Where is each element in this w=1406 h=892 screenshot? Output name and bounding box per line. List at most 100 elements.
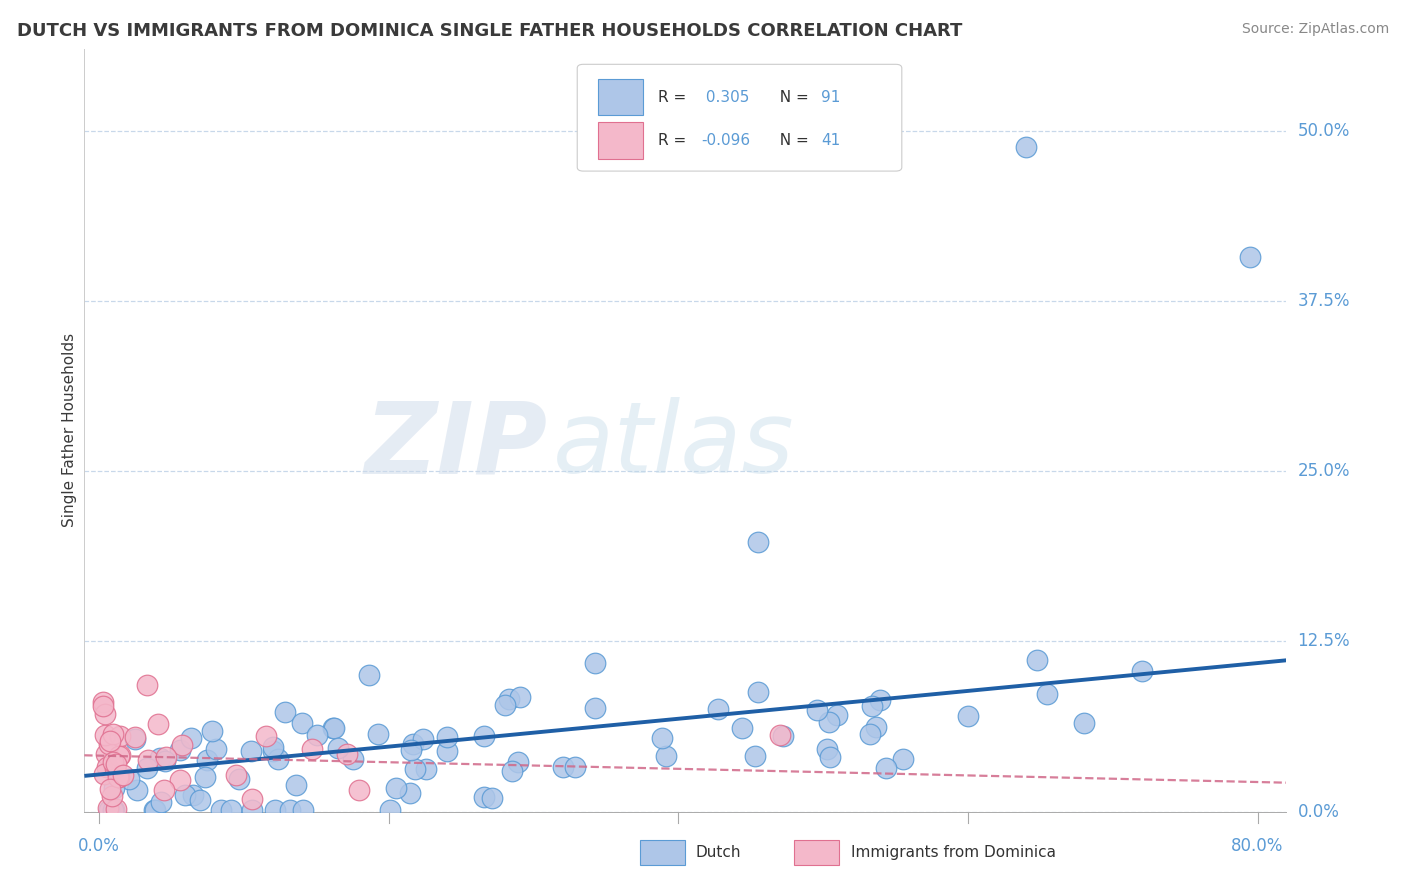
Point xyxy=(1026,653,1049,667)
Point xyxy=(747,685,769,699)
Point xyxy=(112,767,135,781)
Point xyxy=(107,770,129,784)
Point xyxy=(91,699,114,714)
Point xyxy=(323,721,346,735)
Point xyxy=(170,738,193,752)
Point xyxy=(1015,140,1038,154)
Text: DUTCH VS IMMIGRANTS FROM DOMINICA SINGLE FATHER HOUSEHOLDS CORRELATION CHART: DUTCH VS IMMIGRANTS FROM DOMINICA SINGLE… xyxy=(17,22,962,40)
Point xyxy=(240,792,263,806)
Point xyxy=(651,731,673,745)
Point xyxy=(100,789,122,804)
Point xyxy=(481,790,503,805)
Point xyxy=(153,754,176,768)
Point xyxy=(349,782,371,797)
Point xyxy=(436,744,458,758)
Text: 80.0%: 80.0% xyxy=(1232,837,1284,855)
Text: atlas: atlas xyxy=(553,397,794,494)
Text: 0.305: 0.305 xyxy=(702,89,749,104)
Point xyxy=(264,803,287,817)
Point xyxy=(336,747,359,761)
Point xyxy=(103,781,125,796)
Text: Immigrants from Dominica: Immigrants from Dominica xyxy=(851,846,1056,860)
Point xyxy=(380,803,402,817)
Point xyxy=(404,762,426,776)
Point xyxy=(96,747,118,761)
Point xyxy=(509,690,531,705)
Point xyxy=(267,752,290,766)
Point xyxy=(124,731,146,746)
Point xyxy=(96,760,118,774)
Point xyxy=(149,795,172,809)
Text: 25.0%: 25.0% xyxy=(1298,462,1350,480)
Point xyxy=(817,714,839,729)
Point xyxy=(97,803,120,817)
Point xyxy=(501,764,523,779)
Point xyxy=(860,699,883,714)
Point xyxy=(412,731,434,746)
Point xyxy=(108,729,131,743)
Point xyxy=(98,737,121,751)
Point xyxy=(291,716,314,731)
Point xyxy=(498,692,520,706)
Point xyxy=(149,751,172,765)
Point xyxy=(204,742,226,756)
Point xyxy=(143,803,166,817)
Point xyxy=(124,731,146,745)
Text: 50.0%: 50.0% xyxy=(1298,122,1350,140)
Point xyxy=(93,767,115,781)
Point xyxy=(194,770,217,784)
Point xyxy=(730,721,752,735)
Point xyxy=(399,743,422,757)
Point xyxy=(262,739,284,754)
Point xyxy=(103,727,125,741)
Point xyxy=(169,773,191,788)
Point xyxy=(103,761,125,775)
Text: R =: R = xyxy=(658,133,690,148)
Point xyxy=(183,788,205,802)
Point xyxy=(956,709,979,723)
Point xyxy=(1073,716,1095,731)
Point xyxy=(284,778,307,792)
Point xyxy=(402,737,425,751)
Point xyxy=(254,729,277,743)
Text: 37.5%: 37.5% xyxy=(1298,292,1350,310)
Text: 0.0%: 0.0% xyxy=(77,837,120,855)
Point xyxy=(707,701,730,715)
FancyBboxPatch shape xyxy=(578,64,901,171)
Point xyxy=(768,728,790,742)
FancyBboxPatch shape xyxy=(598,122,644,159)
Point xyxy=(209,803,232,817)
Point xyxy=(859,727,882,741)
Point xyxy=(153,783,176,797)
Point xyxy=(818,749,841,764)
Point xyxy=(136,761,159,775)
Point xyxy=(472,729,495,743)
Point xyxy=(103,762,125,776)
Point xyxy=(146,717,169,731)
Point xyxy=(342,752,364,766)
Point xyxy=(747,535,769,549)
Point xyxy=(94,707,117,722)
Point xyxy=(127,783,149,797)
Point xyxy=(655,748,678,763)
Point xyxy=(322,721,344,735)
Point xyxy=(98,782,121,797)
Point xyxy=(118,772,141,786)
Point xyxy=(103,803,125,817)
Point xyxy=(357,668,380,682)
Y-axis label: Single Father Households: Single Father Households xyxy=(62,334,77,527)
Text: 0.0%: 0.0% xyxy=(1298,803,1340,821)
Point xyxy=(97,801,120,815)
Point xyxy=(385,780,408,795)
Point xyxy=(1130,665,1153,679)
Point xyxy=(98,733,121,747)
Point xyxy=(891,752,914,766)
Point xyxy=(1239,251,1261,265)
Point xyxy=(180,731,202,745)
Point xyxy=(136,753,159,767)
Point xyxy=(107,770,129,784)
Point xyxy=(274,705,297,719)
FancyBboxPatch shape xyxy=(598,78,644,115)
Text: 41: 41 xyxy=(821,133,841,148)
Point xyxy=(301,741,323,756)
